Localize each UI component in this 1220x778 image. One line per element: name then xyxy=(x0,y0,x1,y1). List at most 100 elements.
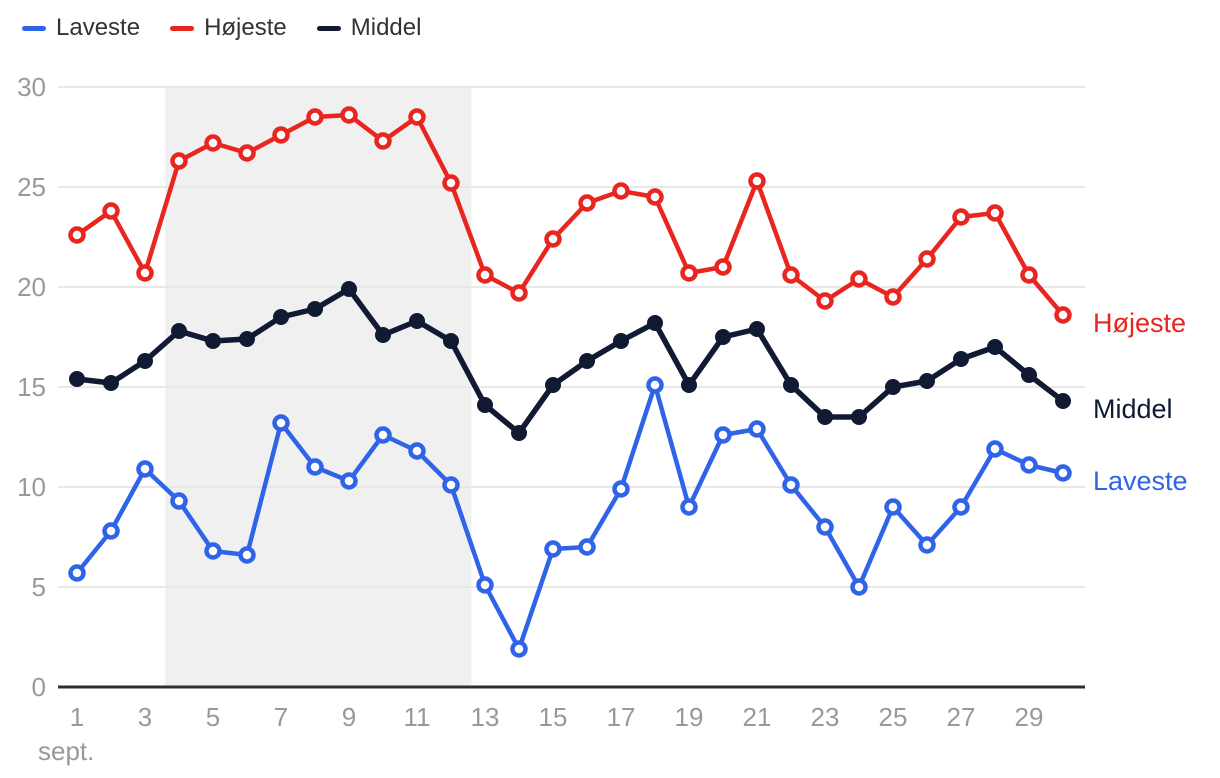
data-point-laveste-1[interactable] xyxy=(68,564,86,582)
data-point-middel-23[interactable] xyxy=(817,409,833,425)
data-point-laveste-23[interactable] xyxy=(816,518,834,536)
data-point-hoejeste-15[interactable] xyxy=(544,230,562,248)
data-point-laveste-2[interactable] xyxy=(102,522,120,540)
x-tick-label-29: 29 xyxy=(1015,702,1044,732)
data-point-hoejeste-21[interactable] xyxy=(748,172,766,190)
y-tick-label-10: 10 xyxy=(17,472,46,502)
data-point-hoejeste-24[interactable] xyxy=(850,270,868,288)
data-point-laveste-28[interactable] xyxy=(986,440,1004,458)
data-point-hoejeste-20[interactable] xyxy=(714,258,732,276)
data-point-hoejeste-16[interactable] xyxy=(578,194,596,212)
data-point-laveste-8[interactable] xyxy=(306,458,324,476)
data-point-hoejeste-10[interactable] xyxy=(374,132,392,150)
data-point-middel-28[interactable] xyxy=(987,339,1003,355)
data-point-hoejeste-17[interactable] xyxy=(612,182,630,200)
data-point-hoejeste-7[interactable] xyxy=(272,126,290,144)
data-point-hoejeste-13[interactable] xyxy=(476,266,494,284)
data-point-hoejeste-4[interactable] xyxy=(170,152,188,170)
data-point-middel-21[interactable] xyxy=(749,321,765,337)
data-point-laveste-10[interactable] xyxy=(374,426,392,444)
data-point-laveste-14[interactable] xyxy=(510,640,528,658)
data-point-hoejeste-25[interactable] xyxy=(884,288,902,306)
data-point-laveste-20[interactable] xyxy=(714,426,732,444)
data-point-middel-29[interactable] xyxy=(1021,367,1037,383)
data-point-hoejeste-30[interactable] xyxy=(1054,306,1072,324)
series-end-label-hoejeste: Højeste xyxy=(1093,308,1186,338)
data-point-laveste-4[interactable] xyxy=(170,492,188,510)
data-point-hoejeste-14[interactable] xyxy=(510,284,528,302)
data-point-middel-25[interactable] xyxy=(885,379,901,395)
data-point-middel-8[interactable] xyxy=(307,301,323,317)
data-point-hoejeste-3[interactable] xyxy=(136,264,154,282)
data-point-laveste-30[interactable] xyxy=(1054,464,1072,482)
data-point-hoejeste-9[interactable] xyxy=(340,106,358,124)
data-point-laveste-12[interactable] xyxy=(442,476,460,494)
x-tick-label-19: 19 xyxy=(675,702,704,732)
data-point-middel-30[interactable] xyxy=(1055,393,1071,409)
data-point-middel-11[interactable] xyxy=(409,313,425,329)
data-point-laveste-26[interactable] xyxy=(918,536,936,554)
series-end-label-laveste: Laveste xyxy=(1093,466,1188,496)
data-point-middel-18[interactable] xyxy=(647,315,663,331)
data-point-middel-22[interactable] xyxy=(783,377,799,393)
data-point-laveste-17[interactable] xyxy=(612,480,630,498)
data-point-laveste-21[interactable] xyxy=(748,420,766,438)
data-point-laveste-16[interactable] xyxy=(578,538,596,556)
data-point-middel-7[interactable] xyxy=(273,309,289,325)
data-point-laveste-9[interactable] xyxy=(340,472,358,490)
data-point-middel-3[interactable] xyxy=(137,353,153,369)
data-point-hoejeste-1[interactable] xyxy=(68,226,86,244)
data-point-laveste-18[interactable] xyxy=(646,376,664,394)
data-point-hoejeste-23[interactable] xyxy=(816,292,834,310)
data-point-hoejeste-11[interactable] xyxy=(408,108,426,126)
data-point-hoejeste-27[interactable] xyxy=(952,208,970,226)
data-point-middel-20[interactable] xyxy=(715,329,731,345)
x-tick-label-9: 9 xyxy=(342,702,356,732)
data-point-laveste-6[interactable] xyxy=(238,546,256,564)
data-point-middel-24[interactable] xyxy=(851,409,867,425)
data-point-laveste-7[interactable] xyxy=(272,414,290,432)
data-point-middel-6[interactable] xyxy=(239,331,255,347)
data-point-middel-17[interactable] xyxy=(613,333,629,349)
data-point-hoejeste-2[interactable] xyxy=(102,202,120,220)
data-point-middel-26[interactable] xyxy=(919,373,935,389)
data-point-hoejeste-5[interactable] xyxy=(204,134,222,152)
data-point-laveste-5[interactable] xyxy=(204,542,222,560)
data-point-middel-13[interactable] xyxy=(477,397,493,413)
data-point-middel-12[interactable] xyxy=(443,333,459,349)
data-point-laveste-27[interactable] xyxy=(952,498,970,516)
data-point-middel-16[interactable] xyxy=(579,353,595,369)
data-point-middel-10[interactable] xyxy=(375,327,391,343)
data-point-hoejeste-28[interactable] xyxy=(986,204,1004,222)
data-point-hoejeste-6[interactable] xyxy=(238,144,256,162)
data-point-hoejeste-26[interactable] xyxy=(918,250,936,268)
data-point-hoejeste-19[interactable] xyxy=(680,264,698,282)
data-point-laveste-24[interactable] xyxy=(850,578,868,596)
y-tick-label-15: 15 xyxy=(17,372,46,402)
data-point-middel-1[interactable] xyxy=(69,371,85,387)
data-point-laveste-25[interactable] xyxy=(884,498,902,516)
data-point-hoejeste-12[interactable] xyxy=(442,174,460,192)
data-point-hoejeste-18[interactable] xyxy=(646,188,664,206)
x-tick-label-25: 25 xyxy=(879,702,908,732)
data-point-hoejeste-8[interactable] xyxy=(306,108,324,126)
data-point-laveste-22[interactable] xyxy=(782,476,800,494)
data-point-laveste-15[interactable] xyxy=(544,540,562,558)
data-point-middel-14[interactable] xyxy=(511,425,527,441)
data-point-middel-19[interactable] xyxy=(681,377,697,393)
data-point-middel-5[interactable] xyxy=(205,333,221,349)
data-point-middel-15[interactable] xyxy=(545,377,561,393)
data-point-laveste-11[interactable] xyxy=(408,442,426,460)
data-point-laveste-13[interactable] xyxy=(476,576,494,594)
x-tick-label-27: 27 xyxy=(947,702,976,732)
data-point-laveste-19[interactable] xyxy=(680,498,698,516)
data-point-laveste-29[interactable] xyxy=(1020,456,1038,474)
data-point-middel-4[interactable] xyxy=(171,323,187,339)
data-point-middel-27[interactable] xyxy=(953,351,969,367)
data-point-hoejeste-29[interactable] xyxy=(1020,266,1038,284)
data-point-middel-2[interactable] xyxy=(103,375,119,391)
data-point-hoejeste-22[interactable] xyxy=(782,266,800,284)
data-point-laveste-3[interactable] xyxy=(136,460,154,478)
data-point-middel-9[interactable] xyxy=(341,281,357,297)
